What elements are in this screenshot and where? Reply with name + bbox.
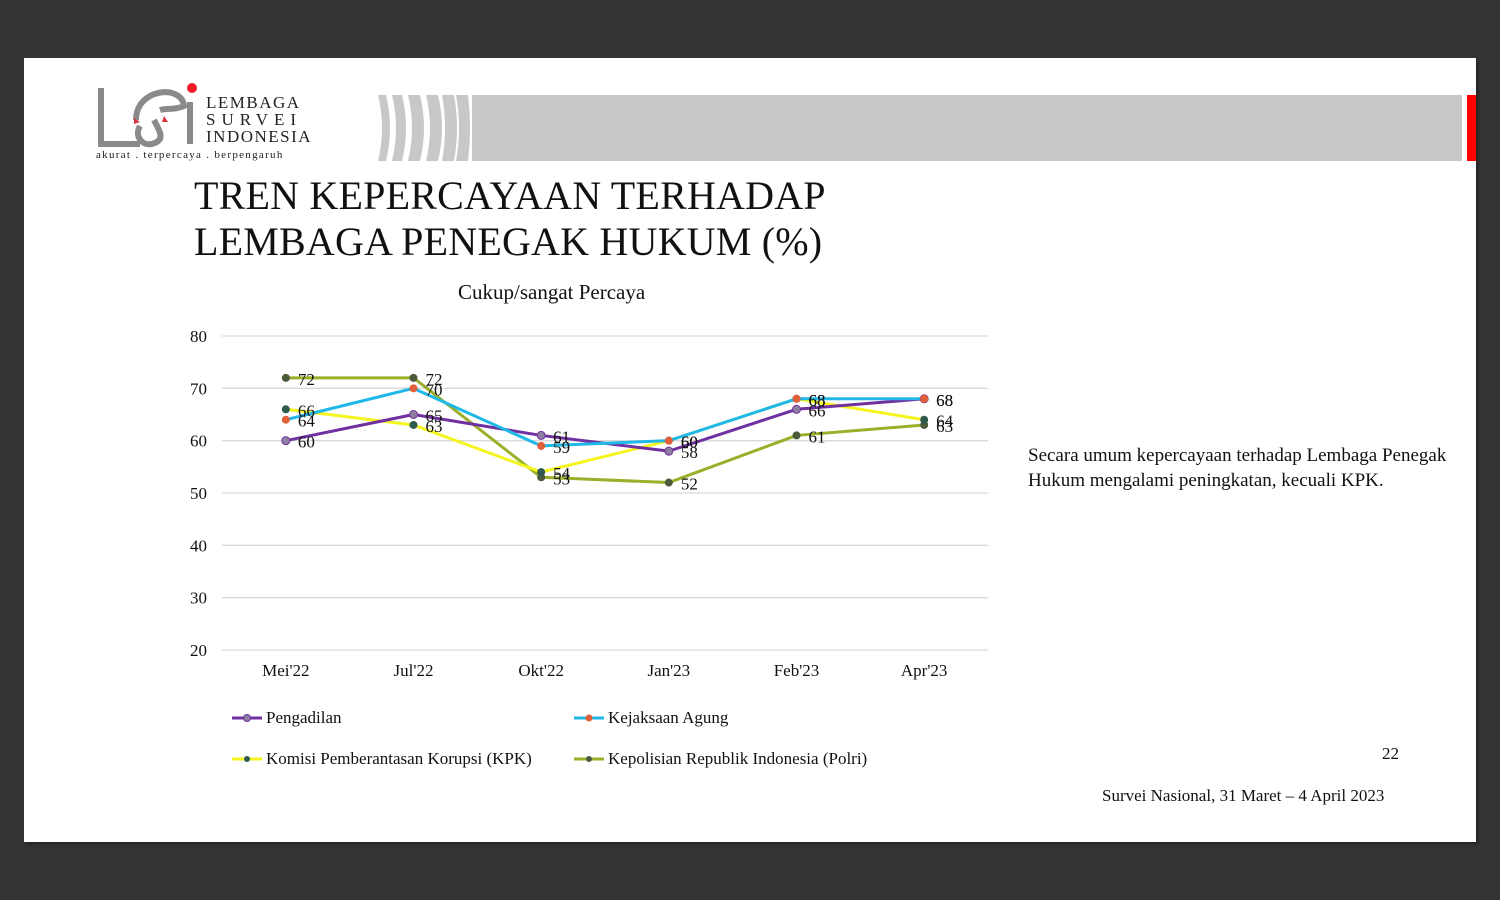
y-tick-label: 30	[190, 589, 207, 608]
data-point	[281, 436, 291, 446]
data-label: 58	[681, 443, 698, 462]
x-tick-label: Apr'23	[901, 661, 948, 680]
page-number: 22	[1382, 744, 1399, 763]
data-point	[409, 373, 418, 382]
data-point	[664, 446, 674, 456]
data-point	[920, 394, 929, 403]
data-point	[281, 415, 290, 424]
data-label: 68	[809, 391, 826, 410]
survey-footer: Survei Nasional, 31 Maret – 4 April 2023	[1102, 786, 1385, 805]
data-point	[281, 373, 290, 382]
logo-line1: LEMBAGA	[206, 93, 301, 112]
legend-item-kejaksaan: Kejaksaan Agung	[572, 708, 728, 728]
data-label: 52	[681, 475, 698, 494]
legend-label: Kejaksaan Agung	[608, 708, 729, 727]
line-chart: 80 70 60 50 40 30 20 Mei'22 Jul'22 Okt'22 Jan'23 Fe…	[190, 327, 988, 680]
data-point	[537, 468, 546, 477]
legend-item-pengadilan: Pengadilan	[230, 708, 342, 728]
data-point	[409, 410, 418, 419]
data-label: 60	[681, 433, 698, 452]
series-line	[285, 376, 925, 485]
data-label: 61	[809, 427, 826, 446]
data-point	[409, 384, 418, 393]
x-tick-label: Okt'22	[518, 661, 564, 680]
legend-line-marker-icon	[232, 714, 262, 722]
x-tick-label: Mei'22	[262, 661, 309, 680]
data-point	[537, 441, 546, 450]
legend-item-kpk: Komisi Pemberantasan Korupsi (KPK)	[230, 749, 532, 769]
logo-tagline: akurat . terpercaya . berpengaruh	[96, 149, 284, 161]
legend-line-marker-icon	[574, 756, 604, 762]
data-label: 70	[426, 380, 443, 399]
data-label: 68	[809, 391, 826, 410]
data-label: 68	[936, 391, 953, 410]
data-label: 60	[298, 433, 315, 452]
logo-line2: SURVEI	[206, 110, 303, 129]
data-label: 65	[426, 407, 443, 426]
legend-label: Kepolisian Republik Indonesia (Polri)	[608, 749, 868, 768]
data-label: 68	[936, 391, 953, 410]
slide: LEMBAGA SURVEI INDONESIA akurat . terper…	[24, 58, 1476, 842]
y-tick-label: 80	[190, 327, 207, 346]
data-label: 61	[553, 427, 570, 446]
data-point	[920, 415, 929, 424]
data-point	[792, 431, 801, 440]
series-line	[285, 397, 925, 474]
y-tick-label: 20	[190, 641, 207, 660]
legend-label: Komisi Pemberantasan Korupsi (KPK)	[266, 749, 532, 768]
legend-label: Pengadilan	[266, 708, 342, 727]
data-label: 72	[426, 370, 443, 389]
lsi-logo-icon	[98, 83, 197, 148]
chart-title: Cukup/sangat Percaya	[458, 280, 646, 304]
data-label: 53	[553, 469, 570, 488]
data-label: 64	[936, 412, 954, 431]
summary-note: Secara umum kepercayaan terhadap Lembaga…	[1028, 445, 1447, 491]
title-line2: LEMBAGA PENEGAK HUKUM (%)	[194, 219, 823, 264]
data-point	[409, 420, 418, 429]
data-label: 63	[936, 417, 953, 436]
legend-item-polri: Kepolisian Republik Indonesia (Polri)	[572, 749, 867, 769]
brand-red-bar	[1467, 95, 1476, 161]
x-tick-label: Feb'23	[774, 661, 820, 680]
data-point	[536, 430, 546, 440]
data-point	[281, 405, 290, 414]
legend-line-marker-icon	[574, 714, 604, 722]
y-tick-label: 40	[190, 536, 207, 555]
data-label: 72	[298, 370, 315, 389]
logo-line3: INDONESIA	[206, 127, 313, 146]
legend-line-marker-icon	[232, 756, 262, 762]
data-point	[664, 478, 673, 487]
data-label: 59	[553, 438, 570, 457]
data-label: 63	[426, 417, 443, 436]
data-point	[664, 436, 673, 445]
y-tick-label: 50	[190, 484, 207, 503]
data-label: 64	[298, 412, 316, 431]
data-point	[792, 404, 801, 414]
title-line1: TREN KEPERCAYAAN TERHADAP	[194, 173, 826, 218]
series-line	[285, 386, 925, 448]
x-tick-label: Jul'22	[394, 661, 434, 680]
data-point	[792, 394, 801, 403]
data-label: 54	[553, 464, 571, 483]
page-title: TREN KEPERCAYAAN TERHADAP LEMBAGA PENEGA…	[194, 173, 826, 265]
data-label: 60	[681, 433, 698, 452]
y-tick-label: 70	[190, 379, 207, 398]
y-tick-label: 60	[190, 432, 207, 451]
data-label: 66	[298, 401, 315, 420]
data-label: 66	[809, 401, 826, 420]
logo-wordmark: LEMBAGA SURVEI INDONESIA	[206, 94, 312, 145]
header-banner	[378, 95, 1462, 161]
x-tick-label: Jan'23	[647, 661, 690, 680]
